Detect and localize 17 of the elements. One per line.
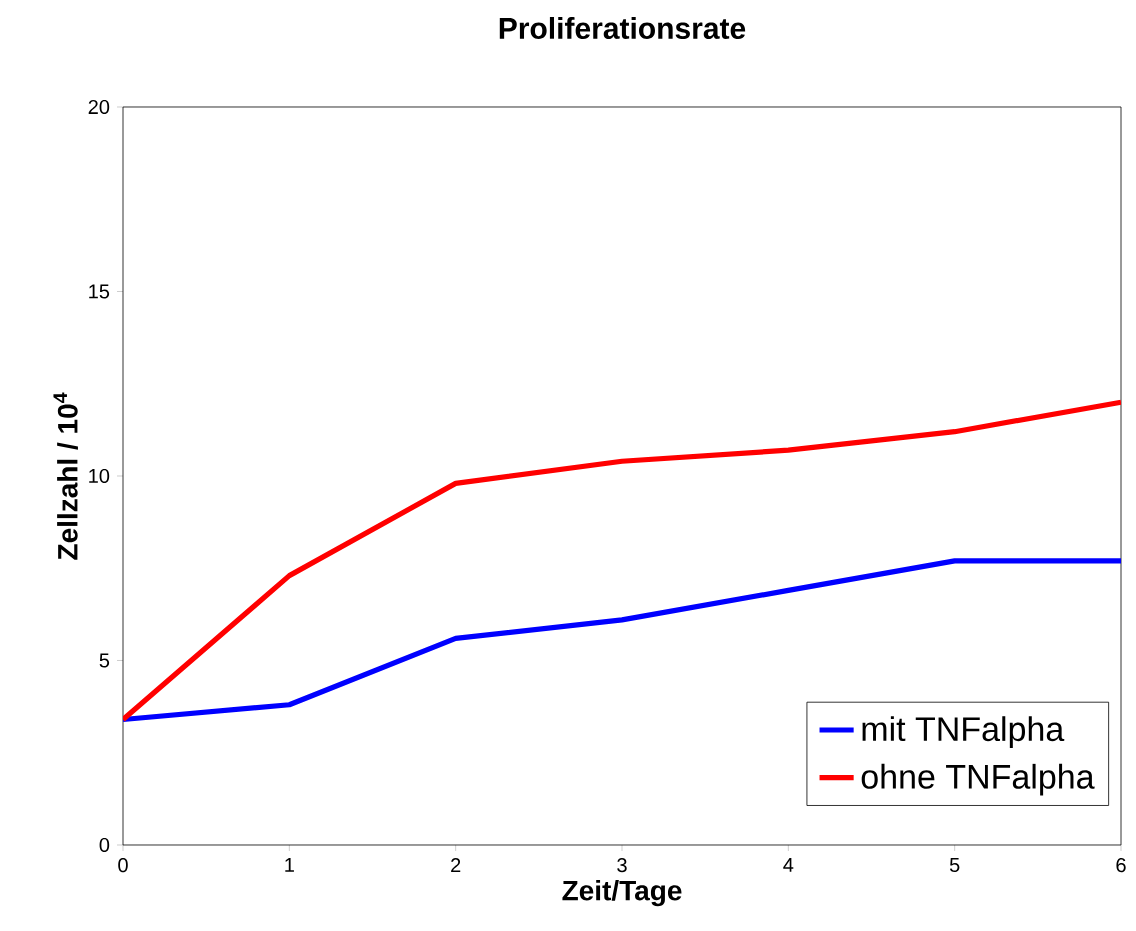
y-tick-label: 15 bbox=[89, 284, 110, 299]
y-tick-label: 5 bbox=[99, 653, 110, 668]
chart-title: Proliferationsrate bbox=[499, 16, 746, 39]
y-tick-label: 0 bbox=[99, 837, 110, 853]
y-tick-label: 10 bbox=[89, 468, 110, 484]
x-tick-label: 0 bbox=[118, 858, 128, 873]
x-tick-label: 1 bbox=[285, 858, 294, 872]
x-tick-label: 2 bbox=[451, 858, 461, 873]
y-tick-label: 20 bbox=[88, 99, 110, 115]
x-axis-title: Zeit/Tage bbox=[562, 879, 682, 907]
legend-label: mit TNFalpha bbox=[862, 716, 1065, 748]
x-tick-label: 3 bbox=[617, 858, 627, 873]
x-tick-label: 6 bbox=[1116, 858, 1126, 873]
x-tick-label: 5 bbox=[949, 858, 960, 872]
y-axis-title: Zellzahl / 10$^{4}$ bbox=[53, 392, 78, 560]
x-tick-label: 4 bbox=[783, 858, 794, 872]
legend-label: ohne TNFalpha bbox=[861, 763, 1095, 796]
